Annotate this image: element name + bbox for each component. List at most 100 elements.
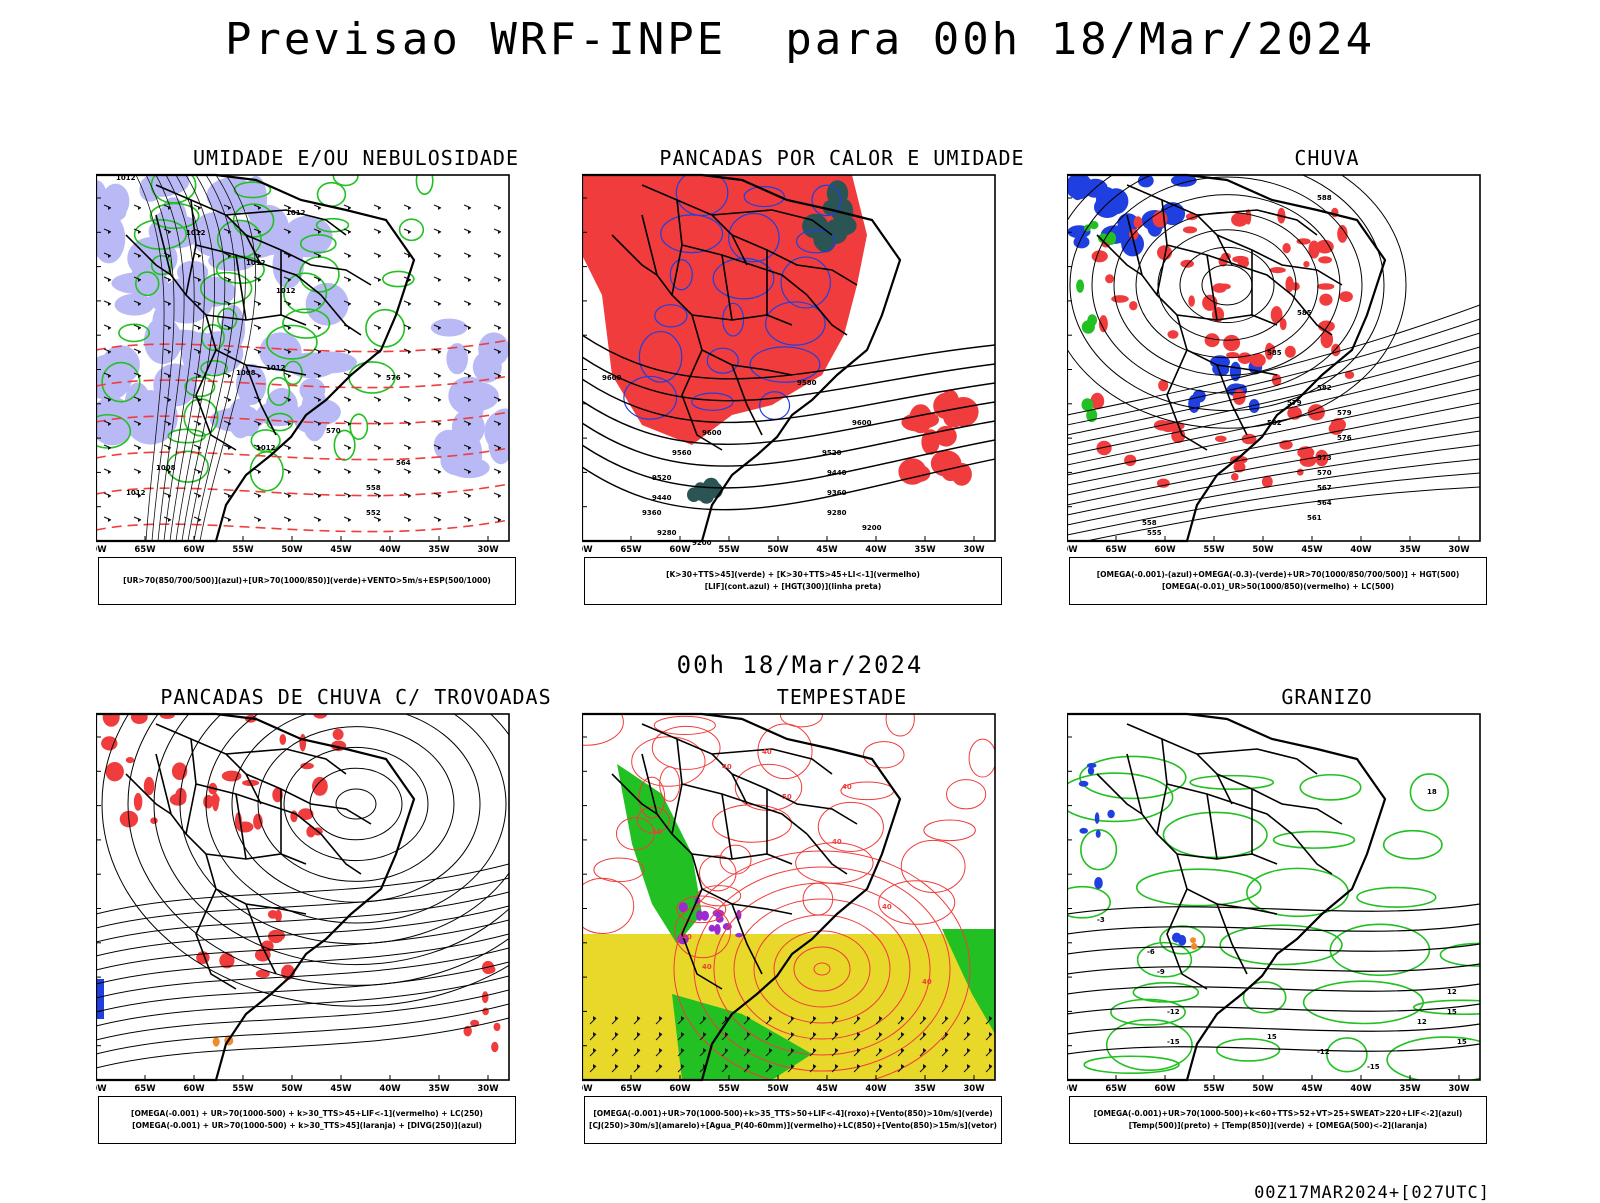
shaded-area bbox=[462, 391, 484, 425]
map-layer: 12S15S18S21S24S27S30S33S36S39S42S70W65W6… bbox=[96, 712, 510, 1094]
wind-arrowhead bbox=[593, 1016, 596, 1020]
wind-arrowhead bbox=[168, 206, 171, 210]
shaded-area bbox=[1191, 943, 1198, 950]
shaded-area bbox=[1271, 374, 1282, 386]
wind-arrowhead bbox=[879, 1048, 882, 1052]
precipitable-water-contour bbox=[674, 905, 731, 959]
shaded-area bbox=[1339, 291, 1353, 302]
shaded-area bbox=[244, 175, 268, 223]
shaded-area bbox=[1318, 256, 1332, 264]
border-line bbox=[1096, 234, 1143, 276]
wind-arrowhead bbox=[318, 542, 321, 546]
wind-arrowhead bbox=[288, 206, 291, 210]
shaded-area bbox=[255, 969, 270, 978]
map-layer: 12S15S18S21S24S27S30S33S36S39S42S70W65W6… bbox=[582, 712, 996, 1094]
wind-arrowhead bbox=[198, 254, 201, 258]
humidity-contour bbox=[381, 270, 415, 288]
shaded-area bbox=[446, 343, 469, 375]
shaded-area bbox=[488, 422, 509, 465]
wind-vector bbox=[611, 1049, 619, 1057]
wind-arrowhead bbox=[258, 542, 261, 546]
wind-arrowhead bbox=[769, 1064, 772, 1068]
precipitable-water-contour bbox=[653, 715, 716, 735]
precipitable-water-contour bbox=[615, 817, 655, 851]
wind-arrowhead bbox=[228, 326, 231, 330]
wind-arrowhead bbox=[989, 1032, 992, 1036]
wind-arrowhead bbox=[498, 422, 501, 426]
temperature-850-contour bbox=[1159, 925, 1206, 955]
contour-label: 579 bbox=[1287, 399, 1302, 407]
wind-arrowhead bbox=[408, 254, 411, 258]
contour-label: 564 bbox=[1317, 499, 1332, 507]
contour-label: 9560 bbox=[672, 449, 692, 457]
shaded-area bbox=[219, 952, 235, 969]
map-frame bbox=[1067, 174, 1481, 542]
wind-arrowhead bbox=[348, 422, 351, 426]
lon-label: 35W bbox=[428, 1084, 450, 1094]
wind-arrowhead bbox=[967, 1016, 970, 1020]
precipitable-water-contour bbox=[862, 741, 905, 769]
contour-label: 1012 bbox=[186, 229, 206, 237]
border-line bbox=[1166, 888, 1208, 990]
legend-line: [OMEGA(-0.001)+UR>70(1000-500)+k<60+TTS>… bbox=[1093, 1109, 1463, 1118]
wind-vector bbox=[743, 1049, 751, 1057]
precipitable-water-contour bbox=[582, 714, 624, 746]
wind-arrowhead bbox=[498, 374, 501, 378]
shaded-area bbox=[1101, 194, 1119, 215]
map-frame bbox=[96, 713, 510, 1081]
map-pancadas-calor[interactable]: 12S15S18S21S24S27S30S33S36S39S42S70W65W6… bbox=[582, 170, 1102, 555]
shaded-area bbox=[1094, 877, 1103, 889]
shaded-area bbox=[1223, 334, 1241, 352]
height-contour bbox=[1067, 318, 1480, 426]
wind-arrowhead bbox=[318, 398, 321, 402]
wind-arrowhead bbox=[468, 254, 471, 258]
wind-arrowhead bbox=[879, 1016, 882, 1020]
map-tempestade[interactable]: 12S15S18S21S24S27S30S33S36S39S42S70W65W6… bbox=[582, 709, 1102, 1094]
shaded-area bbox=[1297, 468, 1304, 476]
wind-vector bbox=[897, 1017, 905, 1025]
map-chuva[interactable]: 12S15S18S21S24S27S30S33S36S39S42S70W65W6… bbox=[1067, 170, 1587, 555]
lon-label: 45W bbox=[330, 545, 352, 555]
lon-label: 60W bbox=[669, 1084, 691, 1094]
wind-vector bbox=[655, 1049, 663, 1057]
border-line bbox=[1216, 773, 1343, 825]
map-granizo[interactable]: 12S15S18S21S24S27S30S33S36S39S42S70W65W6… bbox=[1067, 709, 1587, 1094]
wind-arrowhead bbox=[198, 518, 201, 522]
wind-arrowhead bbox=[468, 494, 471, 498]
wind-arrowhead bbox=[288, 446, 291, 450]
humidity-contour bbox=[267, 376, 291, 406]
precipitable-water-contour bbox=[878, 880, 956, 925]
map-frame bbox=[582, 174, 996, 542]
wind-arrowhead bbox=[901, 1048, 904, 1052]
height-contour bbox=[1067, 472, 1480, 536]
shaded-area bbox=[312, 776, 328, 796]
wind-arrowhead bbox=[258, 326, 261, 330]
wind-arrowhead bbox=[348, 302, 351, 306]
wind-arrowhead bbox=[408, 422, 411, 426]
height-contour bbox=[1067, 374, 1480, 466]
isobar bbox=[193, 175, 246, 541]
map-umidade[interactable]: 12S15S18S21S24S27S30S33S36S39S42S70W65W6… bbox=[96, 170, 616, 555]
contour-line bbox=[96, 411, 509, 425]
panel-granizo: GRANIZO 12S15S18S21S24S27S30S33S36S39S42… bbox=[1067, 685, 1587, 1165]
shaded-area bbox=[1073, 235, 1090, 249]
temperature-850-contour bbox=[1439, 942, 1480, 967]
wind-arrowhead bbox=[468, 470, 471, 474]
map-trovoadas[interactable]: 12S15S18S21S24S27S30S33S36S39S42S70W65W6… bbox=[96, 709, 616, 1094]
wind-arrowhead bbox=[615, 1016, 618, 1020]
contour-label: 40 bbox=[762, 748, 772, 756]
shaded-area bbox=[1279, 318, 1287, 331]
contour-label: 552 bbox=[366, 509, 381, 517]
border-line bbox=[676, 738, 808, 835]
contour-label: 15 bbox=[1447, 1008, 1457, 1016]
border-line bbox=[245, 903, 277, 975]
wind-arrowhead bbox=[138, 494, 141, 498]
wind-arrowhead bbox=[108, 302, 111, 306]
shaded-area bbox=[143, 776, 155, 796]
wind-arrowhead bbox=[408, 350, 411, 354]
contour-label: 9440 bbox=[827, 469, 847, 477]
wind-arrowhead bbox=[438, 326, 441, 330]
humidity-contour bbox=[349, 413, 369, 441]
wind-arrowhead bbox=[725, 1032, 728, 1036]
wind-arrowhead bbox=[318, 422, 321, 426]
